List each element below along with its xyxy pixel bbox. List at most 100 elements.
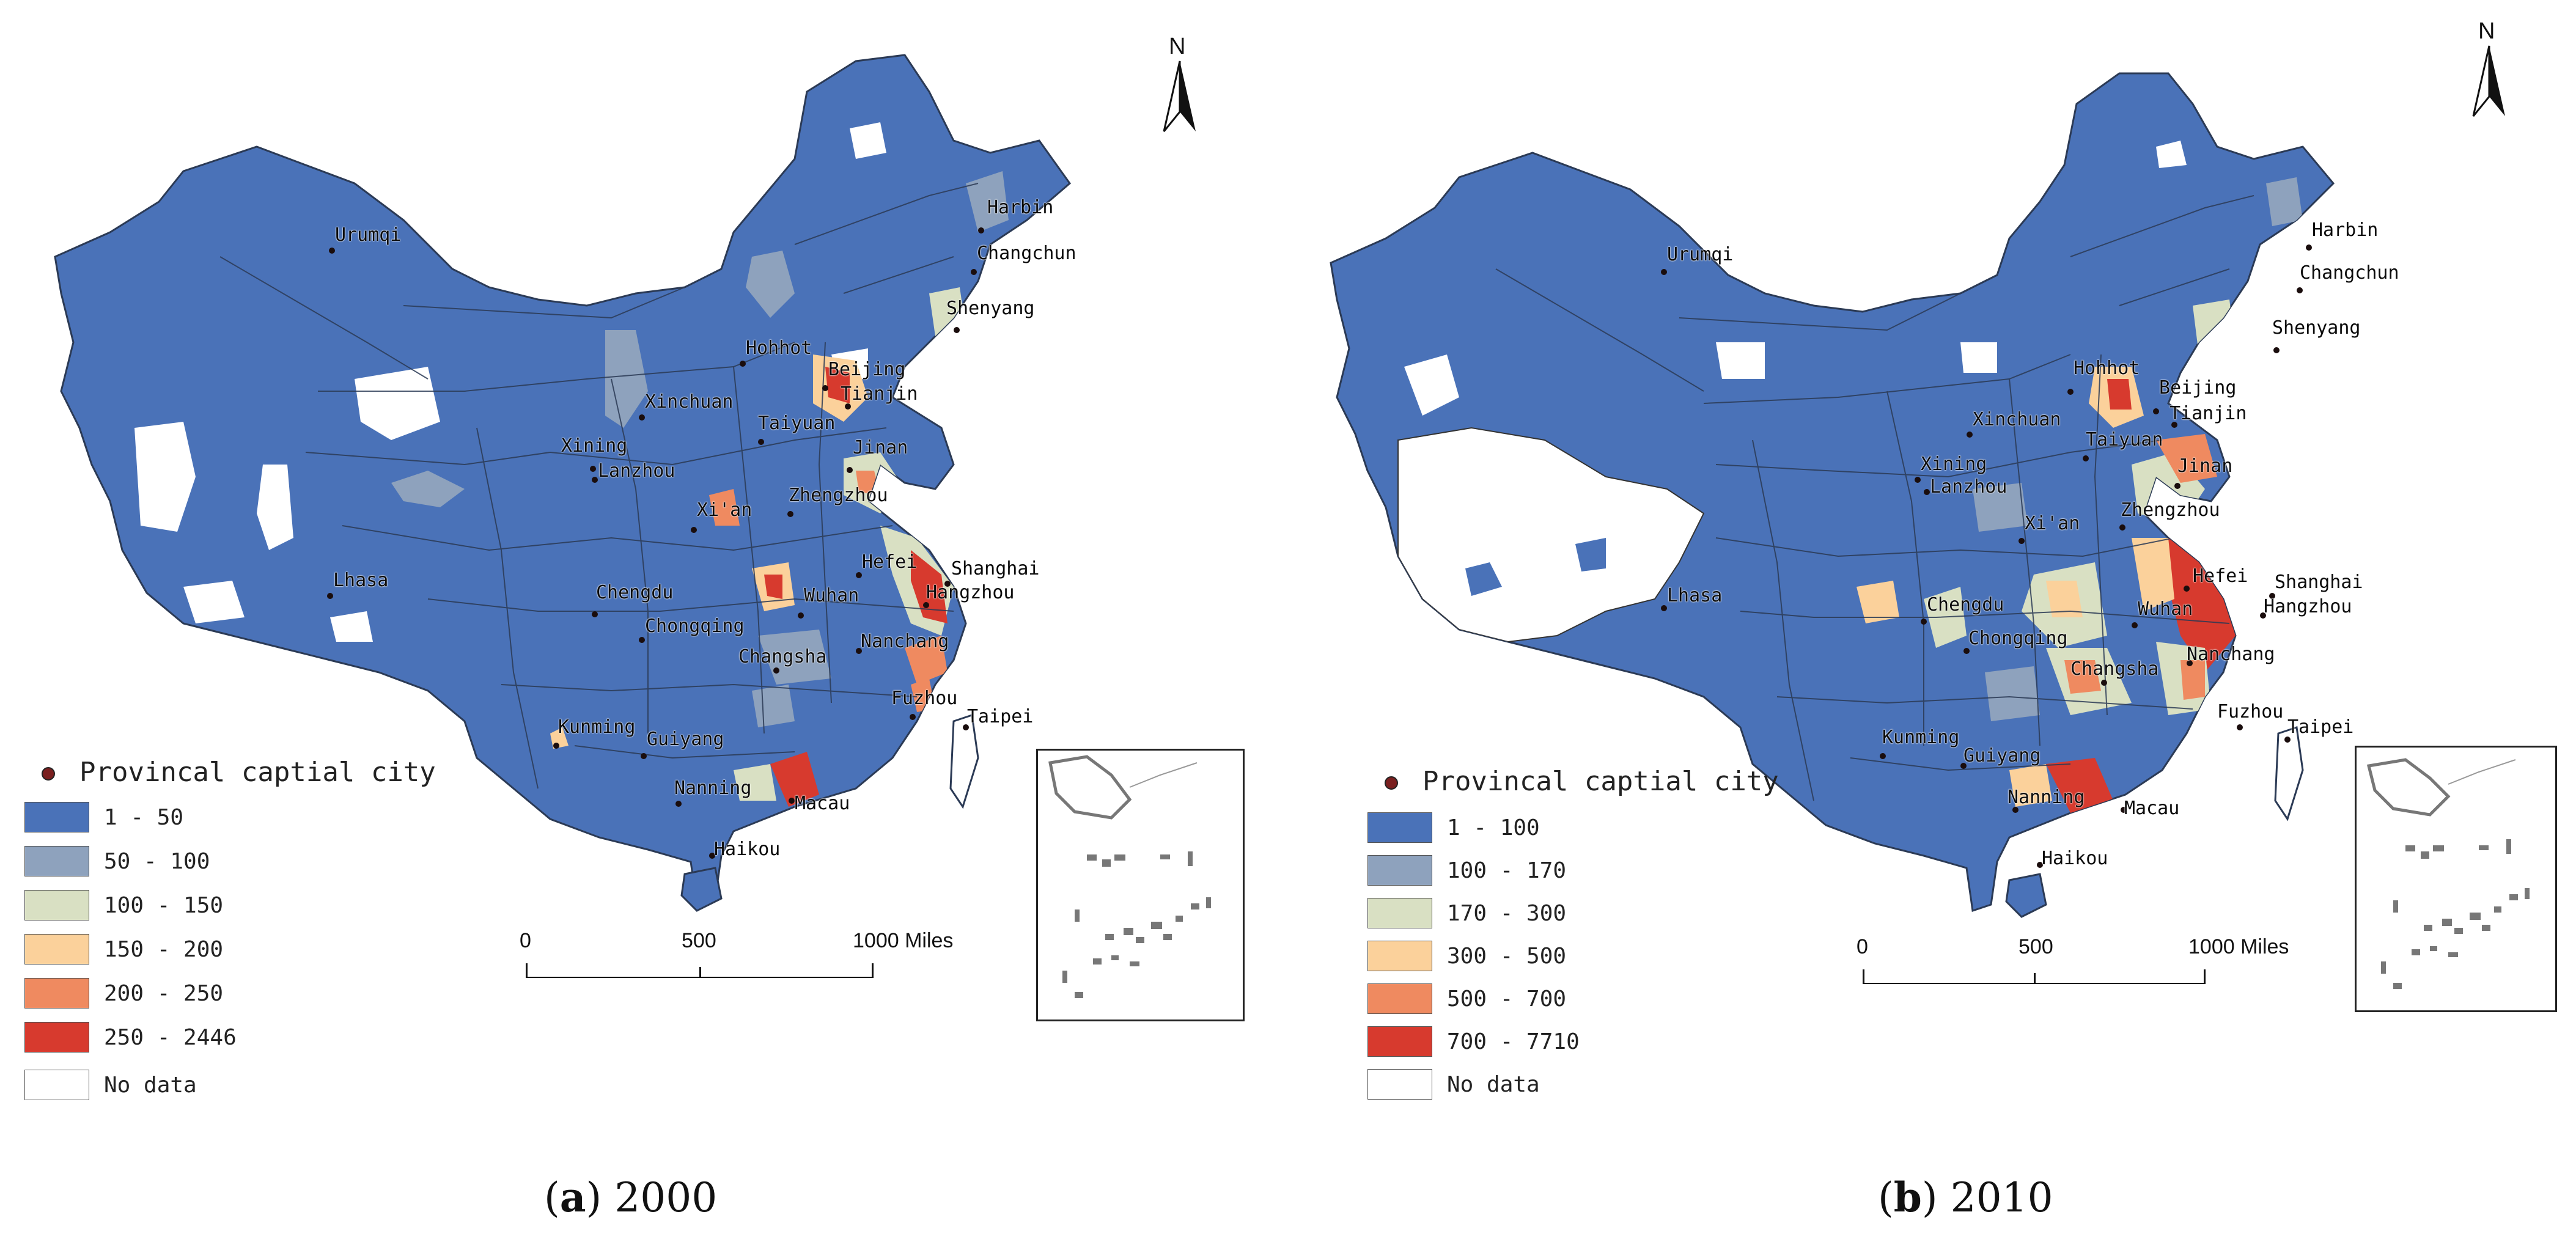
legend-label: 250 - 2446 (104, 1024, 237, 1050)
north-arrow: N (1155, 34, 1204, 138)
legend-swatch (1367, 898, 1432, 928)
north-arrow: N (2465, 18, 2514, 122)
city-label: Xi'an (697, 499, 753, 521)
legend: Provincal captial city 1 - 100 100 - 170… (1367, 761, 1832, 1128)
legend-item: 1 - 50 (24, 801, 183, 834)
city-label: Haikou (2042, 848, 2108, 869)
city-label: Lanzhou (1930, 476, 2007, 498)
city-label: Guiyang (1963, 745, 2041, 766)
legend-item: 1 - 100 (1367, 811, 1540, 844)
legend-swatch (24, 1022, 89, 1053)
city-label: Changchun (977, 243, 1076, 264)
legend-item: 150 - 200 (24, 933, 223, 966)
city-label: Beijing (2159, 377, 2237, 399)
city-label: Lhasa (1667, 585, 1723, 606)
city-label: Jinan (2177, 455, 2233, 477)
caption-year: 2000 (614, 1174, 718, 1221)
legend-swatch (24, 978, 89, 1009)
city-label: Haikou (714, 839, 781, 860)
capital-city-icon (42, 767, 55, 781)
city-label: Shenyang (946, 298, 1035, 319)
city-label: Changsha (2070, 658, 2159, 680)
city-label: Kunming (558, 716, 636, 738)
city-label: Taiyuan (2086, 429, 2163, 450)
caption-year: 2010 (1950, 1174, 2053, 1221)
legend-label: 200 - 250 (104, 980, 224, 1006)
city-label: Tianjin (841, 383, 918, 405)
legend-item: 100 - 150 (24, 889, 223, 922)
city-label: Macau (795, 793, 850, 814)
city-label: Xinchuan (1973, 409, 2061, 430)
city-label: Hohhot (746, 337, 812, 359)
legend-item: 250 - 2446 (24, 1021, 237, 1054)
legend-label: 100 - 150 (104, 892, 224, 918)
legend-swatch (1367, 812, 1432, 843)
legend-item: 100 - 170 (1367, 854, 1566, 887)
legend-swatch (1367, 1026, 1432, 1057)
city-label: Nanning (2007, 787, 2085, 808)
legend-swatch (1367, 983, 1432, 1014)
city-label: Jinan (853, 437, 908, 458)
city-label: Harbin (2312, 219, 2379, 241)
legend-item: 170 - 300 (1367, 897, 1566, 930)
city-label: Kunming (1882, 727, 1960, 748)
city-label: Shanghai (2275, 571, 2363, 593)
map-panel-2000: Urumqi Harbin Changchun Shenyang Hohhot … (24, 34, 1245, 1221)
city-label: Guiyang (647, 729, 724, 750)
scale-label: 500 (2018, 935, 2053, 958)
city-label: Xining (561, 435, 628, 457)
scale-label: 500 (682, 929, 716, 952)
scale-label: 0 (520, 929, 531, 952)
legend-label: 150 - 200 (104, 936, 224, 962)
city-label: Chongqing (645, 615, 745, 637)
city-label: Chengdu (596, 582, 674, 603)
legend-swatch (1367, 855, 1432, 886)
city-label: Fuzhou (891, 688, 958, 709)
scale-label: 1000 Miles (2188, 935, 2289, 958)
city-label: Taipei (2287, 716, 2354, 738)
legend-swatch (24, 1070, 89, 1100)
city-label: Nanchang (861, 631, 949, 652)
legend-swatch (24, 802, 89, 832)
city-label: Nanchang (2187, 644, 2275, 665)
city-label: Changchun (2300, 262, 2399, 284)
city-label: Xinchuan (645, 391, 734, 413)
caption-letter: b (1893, 1174, 1922, 1221)
north-label: N (1169, 34, 1186, 59)
city-label: Xi'an (2025, 513, 2080, 534)
legend-label: 700 - 7710 (1447, 1029, 1580, 1054)
legend-label: 100 - 170 (1447, 858, 1567, 883)
legend-swatch (24, 890, 89, 920)
city-label: Hohhot (2074, 358, 2140, 379)
north-label: N (2478, 18, 2495, 44)
city-label: Hangzhou (926, 582, 1015, 603)
legend-label: 1 - 100 (1447, 815, 1540, 840)
scale-bar: 0 500 1000 Miles (513, 929, 954, 996)
legend: Provincal captial city 1 - 50 50 - 100 1… (24, 752, 489, 1119)
city-label: Lanzhou (598, 460, 675, 482)
scale-label: 1000 Miles (853, 929, 954, 952)
city-label: Changsha (738, 646, 827, 667)
legend-item: 300 - 500 (1367, 939, 1566, 972)
scale-label: 0 (1857, 935, 1868, 958)
legend-swatch (24, 846, 89, 876)
legend-label: 50 - 100 (104, 848, 210, 874)
city-label: Urumqi (335, 224, 402, 246)
city-label: Chengdu (1927, 594, 2004, 615)
city-label: Tianjin (2169, 403, 2247, 424)
city-label: Hefei (2193, 565, 2248, 587)
caption-letter: a (559, 1174, 586, 1221)
city-label: Shanghai (951, 558, 1040, 579)
legend-title: Provincal captial city (1422, 766, 1779, 797)
scale-bar: 0 500 1000 Miles (1850, 935, 2291, 1002)
legend-item: 500 - 700 (1367, 982, 1566, 1015)
city-label: Urumqi (1667, 244, 1734, 265)
city-label: Zhengzhou (2121, 499, 2220, 521)
panel-caption: (b) 2010 (1878, 1174, 2053, 1221)
legend-label: 1 - 50 (104, 804, 184, 830)
city-label: Fuzhou (2217, 701, 2284, 722)
legend-item: 50 - 100 (24, 845, 210, 878)
legend-swatch (1367, 941, 1432, 971)
legend-label: 170 - 300 (1447, 900, 1567, 926)
city-label: Chongqing (1968, 628, 2068, 649)
